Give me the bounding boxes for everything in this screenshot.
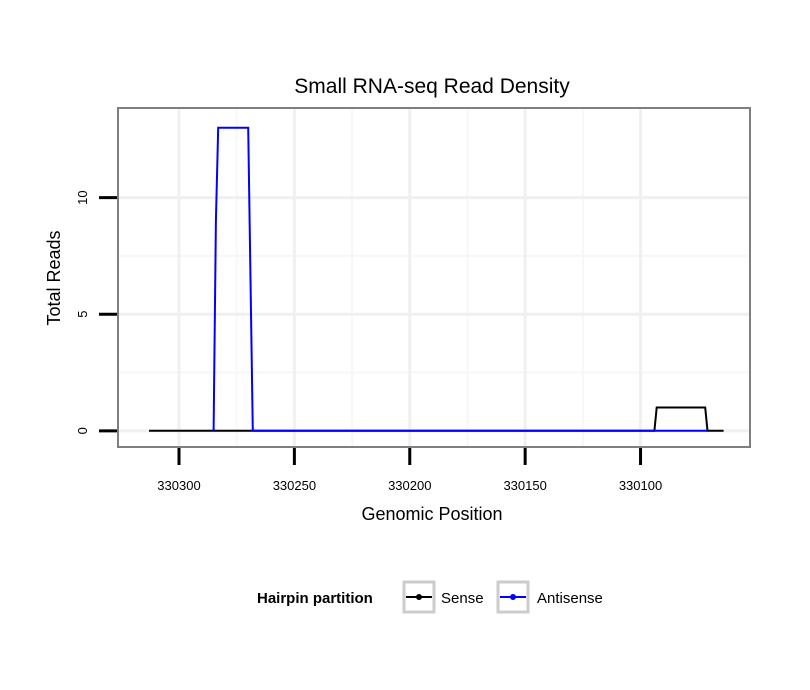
- y-axis: 0 5 10: [75, 190, 117, 434]
- y-tick-label: 10: [75, 190, 90, 204]
- legend-dot-sense: [416, 594, 422, 600]
- legend-item-sense: Sense: [402, 580, 484, 614]
- plot-panel-border: [117, 107, 751, 448]
- chart-title: Small RNA-seq Read Density: [294, 75, 570, 98]
- y-tick-label: 0: [75, 427, 90, 434]
- legend-label-sense: Sense: [441, 590, 484, 607]
- series-lines: [149, 126, 724, 432]
- x-tick-label: 330150: [503, 478, 546, 493]
- x-axis: 330300 330250 330200 330150 330100: [157, 448, 662, 493]
- legend-title: Hairpin partition: [257, 590, 373, 607]
- x-tick-label: 330300: [157, 478, 200, 493]
- x-axis-label: Genomic Position: [361, 504, 502, 524]
- x-tick-label: 330250: [273, 478, 316, 493]
- series-line-antisense: [212, 126, 708, 432]
- x-tick-label: 330100: [619, 478, 662, 493]
- legend: Hairpin partition Sense Antisense: [257, 580, 603, 614]
- y-axis-label: Total Reads: [44, 230, 64, 325]
- legend-dot-antisense: [510, 594, 516, 600]
- series-line-sense: [149, 406, 724, 432]
- y-tick-label: 5: [75, 311, 90, 318]
- x-tick-label: 330200: [388, 478, 431, 493]
- legend-label-antisense: Antisense: [537, 590, 603, 607]
- legend-item-antisense: Antisense: [496, 580, 603, 614]
